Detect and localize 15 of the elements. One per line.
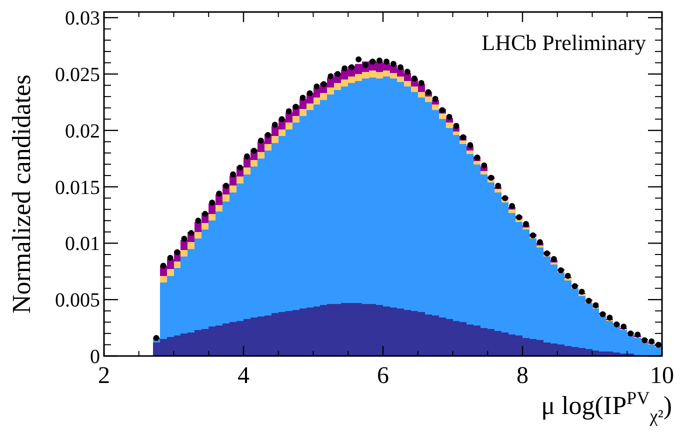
y-tick-label: 0.03 [65,8,100,30]
y-tick-label: 0.005 [55,290,100,312]
x-tick-label: 10 [650,363,674,389]
y-axis-title: Normalized candidates [7,74,36,314]
x-tick-label: 6 [377,363,389,389]
x-axis-title: μ log(IP$^{PV}$$_{χ²}$) [541,388,672,426]
x-tick-label: 8 [516,363,528,389]
y-tick-label: 0.01 [65,233,100,256]
y-tick-label: 0.015 [55,176,100,199]
x-tick-label: 2 [98,363,110,389]
annotation: LHCb Preliminary [482,30,646,55]
x-tick-label: 4 [238,363,250,389]
y-tick-label: 0.02 [65,120,100,142]
y-tick-label: 0 [90,346,100,368]
y-tick-label: 0.025 [55,64,100,86]
